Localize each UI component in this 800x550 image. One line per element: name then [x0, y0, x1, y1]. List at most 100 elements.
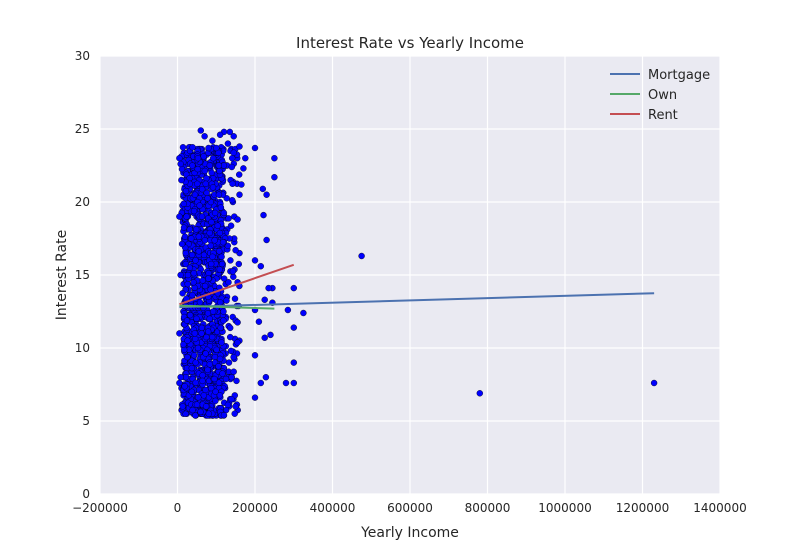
scatter-point	[271, 173, 278, 181]
scatter-point	[189, 406, 196, 414]
scatter-point	[251, 144, 259, 152]
scatter-point	[196, 202, 203, 209]
scatter-point	[218, 339, 225, 346]
scatter-point	[271, 154, 278, 162]
scatter-point	[176, 379, 183, 387]
scatter-point	[263, 236, 270, 244]
x-tick-label: 200000	[232, 501, 278, 515]
scatter-point	[205, 275, 212, 282]
scatter-point	[201, 167, 209, 175]
scatter-point	[228, 196, 236, 204]
scatter-point	[177, 374, 184, 381]
scatter-point	[198, 213, 206, 220]
scatter-point	[206, 315, 213, 322]
scatter-point	[191, 330, 199, 337]
scatter-point	[226, 333, 234, 341]
scatter-point	[300, 309, 307, 317]
scatter-point	[227, 257, 234, 264]
scatter-point	[219, 238, 227, 246]
scatter-point	[186, 264, 194, 271]
scatter-point	[650, 379, 658, 387]
y-tick-label: 15	[75, 268, 90, 282]
scatter-point	[224, 140, 232, 147]
scatter-point	[188, 251, 196, 259]
scatter-point	[177, 160, 184, 168]
scatter-point	[217, 204, 225, 211]
scatter-point	[216, 355, 224, 363]
scatter-point	[234, 339, 241, 346]
scatter-point	[284, 306, 292, 314]
scatter-point	[195, 394, 202, 401]
scatter-point	[211, 237, 218, 244]
scatter-point	[191, 335, 199, 343]
scatter-point	[203, 175, 210, 182]
scatter-point	[230, 149, 237, 156]
y-tick-label: 5	[82, 414, 90, 428]
scatter-point	[184, 353, 191, 361]
scatter-point	[240, 165, 247, 172]
grid-lines	[99, 55, 721, 495]
scatter-point	[202, 386, 209, 394]
x-tick-labels: −200000 0 200000 400000 600000 800000 1000000 1…	[72, 501, 747, 515]
scatter-point	[202, 403, 210, 410]
scatter-point	[208, 218, 215, 226]
scatter-point	[204, 366, 211, 374]
x-tick-label: 0	[174, 501, 182, 515]
scatter-point	[209, 308, 217, 315]
scatter-point	[183, 213, 190, 220]
trend-lines	[179, 263, 655, 310]
scatter-point	[199, 277, 207, 284]
scatter-point	[194, 344, 202, 352]
x-tick-label: 1400000	[693, 501, 746, 515]
legend-label: Own	[648, 88, 677, 103]
scatter-point	[217, 324, 224, 332]
scatter-point	[476, 390, 483, 397]
x-tick-label: 800000	[465, 501, 511, 515]
scatter-point	[192, 226, 200, 233]
scatter-point	[215, 248, 223, 255]
y-tick-label: 20	[75, 195, 90, 209]
scatter-point	[236, 191, 243, 198]
scatter-point	[220, 317, 227, 324]
scatter-point	[181, 383, 188, 390]
scatter-point	[184, 271, 192, 279]
scatter-point	[213, 144, 220, 152]
scatter-point	[207, 242, 215, 250]
scatter-point	[267, 331, 274, 339]
scatter-point	[201, 133, 208, 140]
scatter-point	[205, 144, 212, 152]
scatter-point	[208, 333, 216, 341]
scatter-point	[200, 392, 208, 399]
scatter-point	[242, 154, 249, 162]
scatter-point	[205, 270, 212, 277]
y-tick-labels: 0 5 10 15 20 25 30	[75, 49, 90, 501]
scatter-point	[193, 315, 200, 322]
scatter-point	[209, 154, 217, 162]
scatter-point	[192, 412, 199, 419]
scatter-point	[207, 260, 215, 268]
scatter-point	[191, 191, 199, 198]
scatter-point	[216, 392, 224, 399]
scatter-point	[251, 394, 259, 401]
trend-line-own	[179, 304, 275, 310]
scatter-point	[238, 181, 245, 188]
x-tick-label: 400000	[310, 501, 356, 515]
scatter-point	[212, 388, 219, 395]
scatter-point	[225, 215, 232, 222]
scatter-point	[176, 213, 183, 220]
scatter-point	[216, 131, 224, 139]
scatter-point	[220, 209, 228, 217]
scatter-point	[198, 330, 205, 337]
scatter-point	[180, 341, 187, 348]
scatter-point	[262, 374, 270, 381]
scatter-point	[227, 222, 235, 229]
trend-line-mortgage	[179, 292, 655, 309]
scatter-point	[213, 346, 220, 353]
x-tick-label: 600000	[387, 501, 433, 515]
scatter-point	[235, 260, 243, 268]
scatter-point	[255, 318, 263, 325]
scatter-point	[192, 257, 199, 264]
scatter-point	[201, 237, 209, 244]
scatter-point	[195, 248, 203, 255]
y-tick-label: 10	[75, 341, 90, 355]
